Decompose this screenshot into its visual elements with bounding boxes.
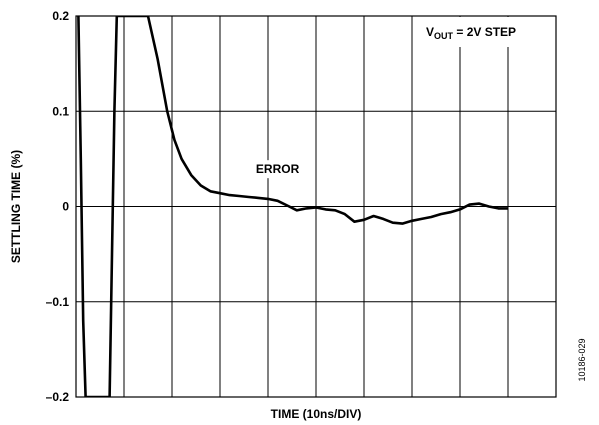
y-tick-label: 0 bbox=[62, 200, 69, 214]
legend-v: V bbox=[426, 25, 434, 39]
y-axis-label: SETTLING TIME (%) bbox=[9, 150, 23, 263]
y-tick-label: 0.2 bbox=[52, 9, 69, 23]
series-layer bbox=[77, 16, 508, 397]
annotation-error: ERROR bbox=[249, 160, 306, 179]
annotation-error-text: ERROR bbox=[256, 162, 300, 176]
series-line bbox=[77, 16, 508, 397]
plot-frame bbox=[75, 15, 557, 398]
legend-sub: OUT bbox=[434, 31, 454, 41]
y-tick-label: 0.1 bbox=[52, 104, 69, 118]
legend-box: VOUT = 2V STEP bbox=[418, 17, 555, 47]
legend-text: VOUT = 2V STEP bbox=[426, 25, 516, 41]
y-tick-label: –0.1 bbox=[46, 295, 70, 309]
x-axis-label: TIME (10ns/DIV) bbox=[271, 407, 362, 421]
legend-rest: = 2V STEP bbox=[453, 25, 516, 39]
legend-box-bg bbox=[418, 17, 555, 47]
y-tick-labels: –0.2 –0.1 0 0.1 0.2 bbox=[46, 9, 70, 404]
y-tick-label: –0.2 bbox=[46, 390, 70, 404]
figure-id: 10186-029 bbox=[577, 338, 587, 381]
annotation-error-bg bbox=[249, 160, 306, 179]
